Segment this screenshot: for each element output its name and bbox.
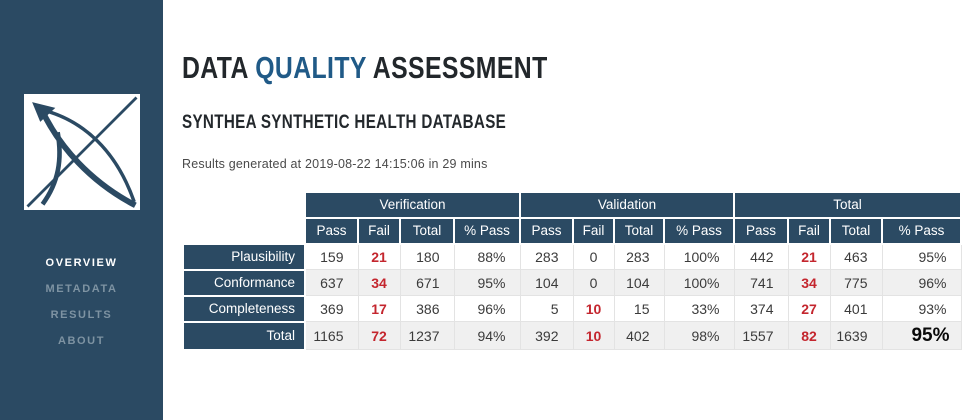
- cell-completeness-verification-pctpass: 96%: [453, 295, 521, 323]
- cell-conformance-total-fail: 34: [787, 269, 831, 297]
- group-header-total: Total: [733, 190, 962, 219]
- col-header-total-pass: Pass: [733, 216, 789, 245]
- cell-conformance-verification-total: 671: [399, 269, 455, 297]
- cell-total-total-pctpass: 95%: [881, 321, 962, 351]
- group-header-validation: Validation: [519, 190, 735, 219]
- col-header-validation-pctpass: % Pass: [663, 216, 735, 245]
- cell-conformance-total-pctpass: 96%: [881, 269, 962, 297]
- col-header-validation-fail: Fail: [572, 216, 615, 245]
- cell-conformance-validation-total: 104: [613, 269, 665, 297]
- sidebar: OVERVIEW METADATA RESULTS ABOUT: [0, 0, 163, 420]
- main-content: DATA QUALITY ASSESSMENT SYNTHEA SYNTHETI…: [163, 0, 977, 420]
- sidebar-item-about[interactable]: ABOUT: [57, 335, 106, 347]
- cell-completeness-total-fail: 27: [787, 295, 831, 323]
- cell-conformance-verification-pctpass: 95%: [453, 269, 521, 297]
- cell-plausibility-validation-pctpass: 100%: [663, 243, 735, 271]
- group-header-verification: Verification: [304, 190, 521, 219]
- cell-conformance-validation-fail: 0: [572, 269, 615, 297]
- cell-completeness-validation-fail: 10: [572, 295, 615, 323]
- cell-completeness-total-pass: 374: [733, 295, 789, 323]
- cell-total-total-fail: 82: [787, 321, 831, 351]
- cell-total-validation-total: 402: [613, 321, 665, 351]
- cell-completeness-validation-total: 15: [613, 295, 665, 323]
- cell-conformance-validation-pctpass: 100%: [663, 269, 735, 297]
- col-header-validation-total: Total: [613, 216, 665, 245]
- cell-total-total-total: 1639: [829, 321, 883, 351]
- col-header-verification-total: Total: [399, 216, 455, 245]
- crossed-bow-arrow-icon: [23, 94, 140, 210]
- title-word-assessment: ASSESSMENT: [372, 50, 548, 85]
- cell-completeness-validation-pctpass: 33%: [663, 295, 735, 323]
- cell-plausibility-validation-total: 283: [613, 243, 665, 271]
- row-label-plausibility: Plausibility: [182, 242, 306, 271]
- row-label-conformance: Conformance: [182, 268, 306, 297]
- col-header-validation-pass: Pass: [519, 216, 574, 245]
- cell-total-total-pass: 1557: [733, 321, 789, 351]
- cell-completeness-total-pctpass: 93%: [881, 295, 962, 323]
- table-row-total: Total 1165 72 1237 94% 392 10 402 98% 15…: [182, 320, 962, 351]
- cell-plausibility-total-total: 463: [829, 243, 883, 271]
- cell-conformance-verification-pass: 637: [304, 269, 359, 297]
- database-name-subtitle: SYNTHEA SYNTHETIC HEALTH DATABASE: [182, 111, 507, 133]
- cell-plausibility-verification-fail: 21: [357, 243, 401, 271]
- sidebar-item-metadata[interactable]: METADATA: [45, 283, 118, 295]
- cell-plausibility-total-fail: 21: [787, 243, 831, 271]
- sidebar-nav: OVERVIEW METADATA RESULTS ABOUT: [41, 250, 121, 354]
- cell-plausibility-verification-pass: 159: [304, 243, 359, 271]
- cell-plausibility-validation-fail: 0: [572, 243, 615, 271]
- page-title: DATA QUALITY ASSESSMENT: [182, 50, 977, 85]
- app-logo: [23, 94, 140, 210]
- col-header-total-total: Total: [829, 216, 883, 245]
- row-label-total: Total: [182, 320, 306, 351]
- cell-plausibility-verification-total: 180: [399, 243, 455, 271]
- cell-plausibility-verification-pctpass: 88%: [453, 243, 521, 271]
- sidebar-item-overview[interactable]: OVERVIEW: [45, 257, 118, 269]
- cell-plausibility-validation-pass: 283: [519, 243, 574, 271]
- cell-completeness-total-total: 401: [829, 295, 883, 323]
- cell-total-verification-total: 1237: [399, 321, 455, 351]
- cell-conformance-total-pass: 741: [733, 269, 789, 297]
- cell-completeness-verification-pass: 369: [304, 295, 359, 323]
- table-corner-cell: [183, 192, 305, 244]
- cell-plausibility-total-pass: 442: [733, 243, 789, 271]
- title-word-data: DATA: [182, 50, 248, 85]
- results-generated-timestamp: Results generated at 2019-08-22 14:15:06…: [182, 156, 488, 171]
- col-header-total-pctpass: % Pass: [881, 216, 962, 245]
- cell-total-verification-pass: 1165: [304, 321, 359, 351]
- col-header-verification-fail: Fail: [357, 216, 401, 245]
- cell-total-verification-fail: 72: [357, 321, 401, 351]
- cell-total-validation-pass: 392: [519, 321, 574, 351]
- title-word-quality: QUALITY: [255, 50, 367, 85]
- table-row-plausibility: Plausibility 159 21 180 88% 283 0 283 10…: [182, 242, 962, 271]
- col-header-verification-pass: Pass: [304, 216, 359, 245]
- col-header-total-fail: Fail: [787, 216, 831, 245]
- cell-conformance-total-total: 775: [829, 269, 883, 297]
- column-header-row: Pass Fail Total % Pass Pass Fail Total %…: [183, 216, 962, 245]
- sidebar-item-results[interactable]: RESULTS: [50, 309, 113, 321]
- table-row-completeness: Completeness 369 17 386 96% 5 10 15 33% …: [182, 294, 962, 323]
- group-header-row: Verification Validation Total: [183, 190, 962, 219]
- cell-completeness-verification-total: 386: [399, 295, 455, 323]
- quality-summary-table: Verification Validation Total Pass Fail …: [182, 190, 962, 351]
- cell-completeness-validation-pass: 5: [519, 295, 574, 323]
- row-label-completeness: Completeness: [182, 294, 306, 323]
- cell-completeness-verification-fail: 17: [357, 295, 401, 323]
- cell-plausibility-total-pctpass: 95%: [881, 243, 962, 271]
- col-header-verification-pctpass: % Pass: [453, 216, 521, 245]
- cell-total-validation-pctpass: 98%: [663, 321, 735, 351]
- cell-conformance-verification-fail: 34: [357, 269, 401, 297]
- cell-total-verification-pctpass: 94%: [453, 321, 521, 351]
- table-row-conformance: Conformance 637 34 671 95% 104 0 104 100…: [182, 268, 962, 297]
- cell-total-validation-fail: 10: [572, 321, 615, 351]
- cell-conformance-validation-pass: 104: [519, 269, 574, 297]
